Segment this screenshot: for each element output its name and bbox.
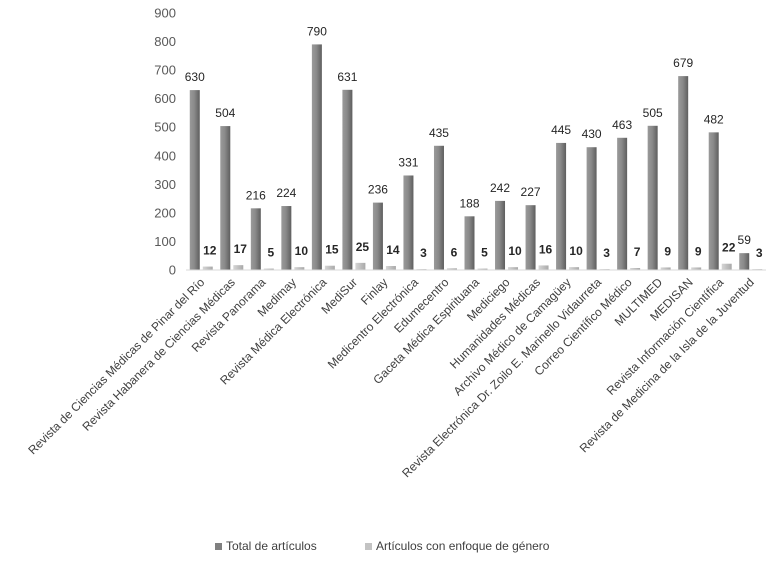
data-label-total: 216 (246, 188, 266, 202)
y-tick-label: 700 (154, 63, 176, 78)
y-tick-label: 500 (154, 120, 176, 135)
bars (189, 44, 763, 271)
bar-total (220, 126, 231, 270)
bar-total (342, 89, 353, 270)
data-labels: 630 12 504 17 216 5 224 10 790 15 631 25 236 14 331 3 43… (185, 24, 763, 260)
data-label-total: 224 (276, 186, 296, 200)
bar-gender (324, 265, 335, 270)
bar-total (678, 76, 689, 270)
bar-gender (355, 262, 366, 270)
bar-gender (630, 268, 641, 270)
data-label-gender: 9 (695, 244, 702, 258)
legend-swatch-gender (365, 543, 372, 550)
data-label-total: 188 (459, 196, 479, 210)
data-label-gender: 9 (664, 244, 671, 258)
data-label-total: 505 (643, 106, 663, 120)
category-label: Revista de Ciencias Médicas de Pinar del… (25, 275, 207, 457)
bar-gender (691, 267, 702, 270)
data-label-total: 331 (398, 155, 418, 169)
bar-gender (477, 268, 488, 270)
y-tick-label: 400 (154, 148, 176, 163)
y-tick-label: 100 (154, 234, 176, 249)
data-label-gender: 7 (634, 245, 641, 259)
data-label-gender: 10 (295, 244, 309, 258)
data-label-gender: 17 (234, 242, 248, 256)
legend-label-total: Total de artículos (226, 539, 317, 553)
bar-gender (233, 265, 244, 270)
data-label-total: 631 (337, 70, 357, 84)
bar-total (556, 142, 567, 270)
category-label: Revista Habanera de Ciencias Médicas (79, 275, 237, 433)
bar-gender (202, 266, 213, 270)
data-label-gender: 6 (451, 245, 458, 259)
data-label-gender: 10 (508, 244, 522, 258)
legend-swatch-total (215, 543, 222, 550)
data-label-total: 679 (673, 56, 693, 70)
data-label-gender: 5 (481, 246, 488, 260)
bar-gender (508, 267, 519, 270)
legend-label-gender: Artículos con enfoque de género (376, 539, 550, 553)
bar-gender (660, 267, 671, 270)
bar-total (433, 145, 444, 270)
bar-total (495, 200, 506, 270)
bar-total (708, 132, 719, 270)
data-label-total: 630 (185, 70, 205, 84)
bar-total (464, 216, 475, 270)
bar-gender (294, 267, 305, 270)
bar-total (647, 125, 658, 271)
x-axis: Revista de Ciencias Médicas de Pinar del… (25, 269, 766, 480)
data-label-gender: 3 (420, 246, 427, 260)
bar-total (617, 137, 628, 270)
bar-gender (538, 265, 549, 270)
y-axis: 0 100 200 300 400 500 600 700 800 900 (154, 6, 176, 278)
y-tick-label: 200 (154, 205, 176, 220)
y-tick-label: 300 (154, 177, 176, 192)
bar-total (281, 206, 292, 270)
data-label-gender: 10 (569, 244, 583, 258)
bar-gender (569, 267, 580, 270)
data-label-gender: 25 (356, 240, 370, 254)
data-label-total: 236 (368, 183, 388, 197)
data-label-total: 463 (612, 118, 632, 132)
bar-total (403, 175, 414, 270)
y-tick-label: 0 (169, 263, 176, 278)
data-label-total: 227 (521, 185, 541, 199)
bar-gender (721, 263, 732, 270)
data-label-total: 59 (738, 233, 752, 247)
bar-gender (446, 268, 457, 270)
data-label-gender: 5 (267, 246, 274, 260)
legend: Total de artículos Artículos con enfoque … (215, 539, 550, 553)
data-label-total: 445 (551, 123, 571, 137)
y-tick-label: 600 (154, 91, 176, 106)
bar-total (372, 202, 383, 270)
bar-total (189, 90, 200, 270)
data-label-total: 430 (582, 127, 602, 141)
bar-total (739, 253, 750, 270)
data-label-total: 242 (490, 181, 510, 195)
data-label-gender: 3 (603, 246, 610, 260)
data-label-total: 482 (704, 112, 724, 126)
data-label-gender: 22 (722, 241, 736, 255)
data-label-total: 790 (307, 24, 327, 38)
data-label-gender: 12 (203, 244, 217, 258)
bar-total (311, 44, 322, 271)
data-label-gender: 14 (386, 243, 400, 257)
bar-total (250, 208, 261, 270)
data-label-total: 504 (215, 106, 235, 120)
bar-gender (263, 268, 274, 270)
data-label-gender: 15 (325, 243, 339, 257)
data-label-gender: 3 (756, 246, 763, 260)
y-tick-label: 900 (154, 6, 176, 21)
bar-total (586, 147, 597, 270)
data-label-gender: 16 (539, 242, 553, 256)
data-label-total: 435 (429, 126, 449, 140)
bar-gender (385, 266, 396, 270)
bar-total (525, 205, 536, 270)
y-tick-label: 800 (154, 34, 176, 49)
